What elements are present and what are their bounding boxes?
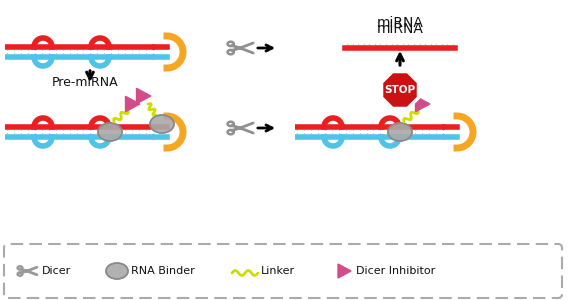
Polygon shape — [416, 96, 430, 112]
Text: Dicer Inhibitor: Dicer Inhibitor — [356, 266, 435, 276]
Ellipse shape — [98, 123, 122, 141]
Text: Pre-miRNA: Pre-miRNA — [52, 76, 118, 89]
Text: Linker: Linker — [261, 266, 295, 276]
Polygon shape — [136, 88, 151, 104]
Circle shape — [239, 47, 241, 49]
Text: STOP: STOP — [385, 85, 416, 95]
Ellipse shape — [150, 115, 174, 133]
Text: RNA Binder: RNA Binder — [131, 266, 195, 276]
Text: miRNA: miRNA — [377, 22, 423, 36]
Circle shape — [26, 270, 28, 272]
Polygon shape — [382, 71, 419, 109]
Ellipse shape — [388, 123, 412, 141]
Polygon shape — [126, 96, 140, 112]
Ellipse shape — [106, 263, 128, 279]
Circle shape — [239, 127, 241, 129]
Text: miRNA: miRNA — [377, 16, 423, 30]
Polygon shape — [338, 264, 351, 278]
Text: Dicer: Dicer — [42, 266, 71, 276]
